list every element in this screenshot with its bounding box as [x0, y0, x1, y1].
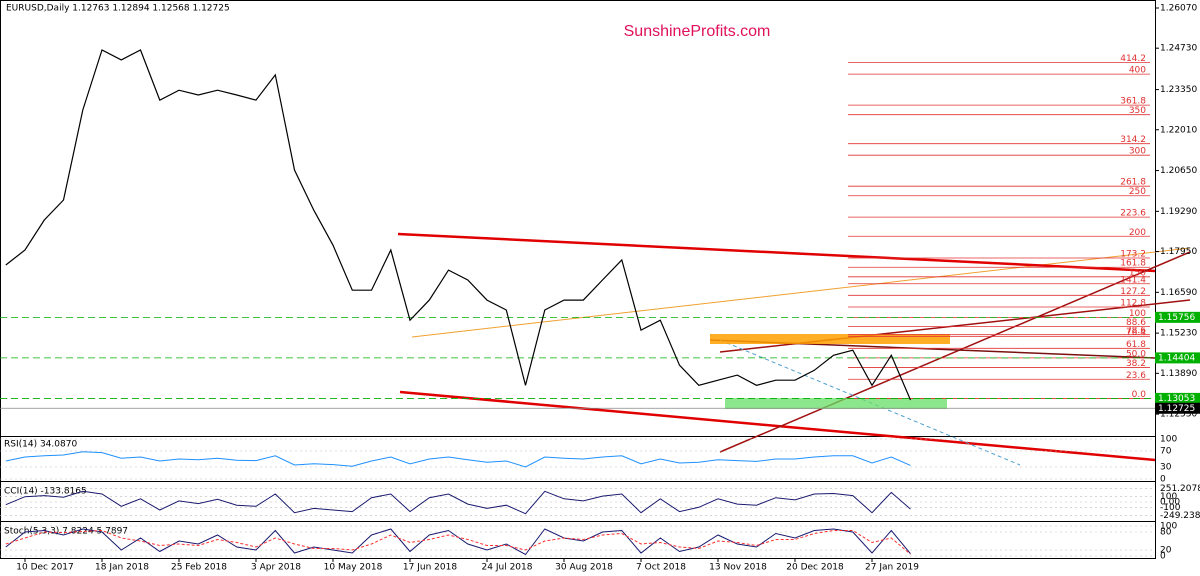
y-tick-label: 1.15230: [1160, 329, 1197, 339]
indicator-title: RSI(14) 34.0870: [4, 440, 77, 450]
y-tick-label: 1.26070: [1160, 3, 1197, 13]
fib-label: 88.6: [1126, 318, 1146, 328]
fib-label: 261.8: [1120, 178, 1146, 188]
y-tick-label: 30: [1160, 463, 1172, 473]
y-tick-label: 1.20650: [1160, 166, 1197, 176]
y-tick-label: 1.22010: [1160, 125, 1197, 135]
chart-title: EURUSD,Daily 1.12763 1.12894 1.12568 1.1…: [6, 4, 230, 14]
fib-label: 0.0: [1132, 390, 1147, 400]
indicator-title: CCI(14) -133.8165: [4, 487, 87, 497]
y-tick-label: 80: [1160, 528, 1172, 538]
y-tick-label: 1.13890: [1160, 369, 1197, 379]
fib-label: 350: [1129, 106, 1146, 116]
price-label-box: [1155, 311, 1200, 323]
y-tick-label: 100: [1160, 435, 1177, 445]
channel-line: [719, 251, 1191, 453]
y-tick-label: -100: [1160, 503, 1181, 513]
fib-label: 414.2: [1120, 54, 1146, 64]
fib-label: 250: [1129, 187, 1146, 197]
y-tick-label: 1.19290: [1160, 207, 1197, 217]
fib-label: 50.0: [1126, 349, 1146, 359]
x-tick-label: 24 Jul 2018: [482, 563, 533, 573]
x-tick-label: 10 May 2018: [324, 563, 383, 573]
trend-line: [411, 247, 1191, 338]
y-tick-label: 100: [1160, 492, 1177, 502]
indicator-title: Stoch(5,3,3) 7.8224 5.7897: [4, 527, 128, 537]
price-label: 1.15756: [1158, 313, 1195, 323]
fib-label: 127.2: [1120, 287, 1146, 297]
channel-line: [399, 390, 1156, 462]
x-tick-label: 3 Apr 2018: [251, 563, 301, 573]
fib-label: 100: [1129, 309, 1146, 319]
price-label-box: [1155, 402, 1200, 414]
fib-label: 112.8: [1120, 298, 1146, 308]
fib-label: 300: [1129, 147, 1146, 157]
fib-label: 161.8: [1120, 259, 1146, 269]
indicator-line: [5, 528, 911, 556]
frame: [0, 0, 1156, 559]
indicator-line: [5, 529, 911, 555]
fib-label: 361.8: [1120, 97, 1146, 107]
price-label: 1.12725: [1158, 404, 1195, 414]
fib-label: 223.6: [1120, 209, 1146, 219]
y-tick-label: 70: [1160, 447, 1172, 457]
fib-label: 150: [1129, 268, 1146, 278]
fib-label: 61.8: [1126, 340, 1146, 350]
y-tick-label: 0: [1160, 552, 1166, 562]
y-tick-label: 1.12530: [1160, 410, 1197, 420]
y-tick-label: 1.17950: [1160, 247, 1197, 257]
y-tick-label: 0.00: [1160, 498, 1180, 508]
fib-label: 173.2: [1120, 250, 1146, 260]
price-line: [5, 49, 912, 401]
x-tick-label: 25 Feb 2018: [171, 563, 227, 573]
y-tick-label: 0: [1160, 475, 1166, 485]
indicator-line: [5, 451, 911, 468]
y-tick-label: 20: [1160, 546, 1172, 556]
y-tick-label: 1.23350: [1160, 85, 1197, 95]
resistance-zone: [710, 334, 950, 344]
y-tick-label: 251.2078: [1160, 484, 1200, 494]
x-tick-label: 17 Jun 2018: [403, 563, 457, 573]
fib-label: 314.2: [1120, 135, 1146, 145]
fib-label: 141.4: [1120, 275, 1146, 285]
x-tick-label: 20 Dec 2018: [786, 563, 844, 573]
x-tick-label: 27 Jan 2019: [865, 563, 919, 573]
x-tick-label: 13 Nov 2018: [709, 563, 767, 573]
indicator-line: [5, 490, 911, 515]
fib-label: 400: [1129, 66, 1146, 76]
x-tick-label: 10 Dec 2017: [16, 563, 74, 573]
price-label-box: [1155, 392, 1200, 404]
fib-label: 23.6: [1126, 371, 1146, 381]
channel-line: [397, 232, 1156, 273]
y-tick-label: -249.2385: [1160, 511, 1200, 521]
x-tick-label: 30 Aug 2018: [555, 563, 613, 573]
price-label: 1.14404: [1158, 353, 1195, 363]
fib-label: 38.2: [1126, 359, 1146, 369]
price-label: 1.13053: [1158, 394, 1195, 404]
price-label-box: [1155, 352, 1200, 364]
y-tick-label: 1.24730: [1160, 44, 1197, 54]
fib-label: 76.4: [1126, 328, 1146, 338]
watermark: SunshineProfits.com: [624, 23, 771, 40]
y-tick-label: 100: [1160, 522, 1177, 532]
fib-label: 200: [1129, 228, 1146, 238]
x-tick-label: 18 Jan 2018: [95, 563, 149, 573]
y-tick-label: 1.16590: [1160, 288, 1197, 298]
fib-label: 78.6: [1126, 326, 1146, 336]
x-tick-label: 7 Oct 2018: [636, 563, 686, 573]
support-zone: [725, 398, 947, 409]
